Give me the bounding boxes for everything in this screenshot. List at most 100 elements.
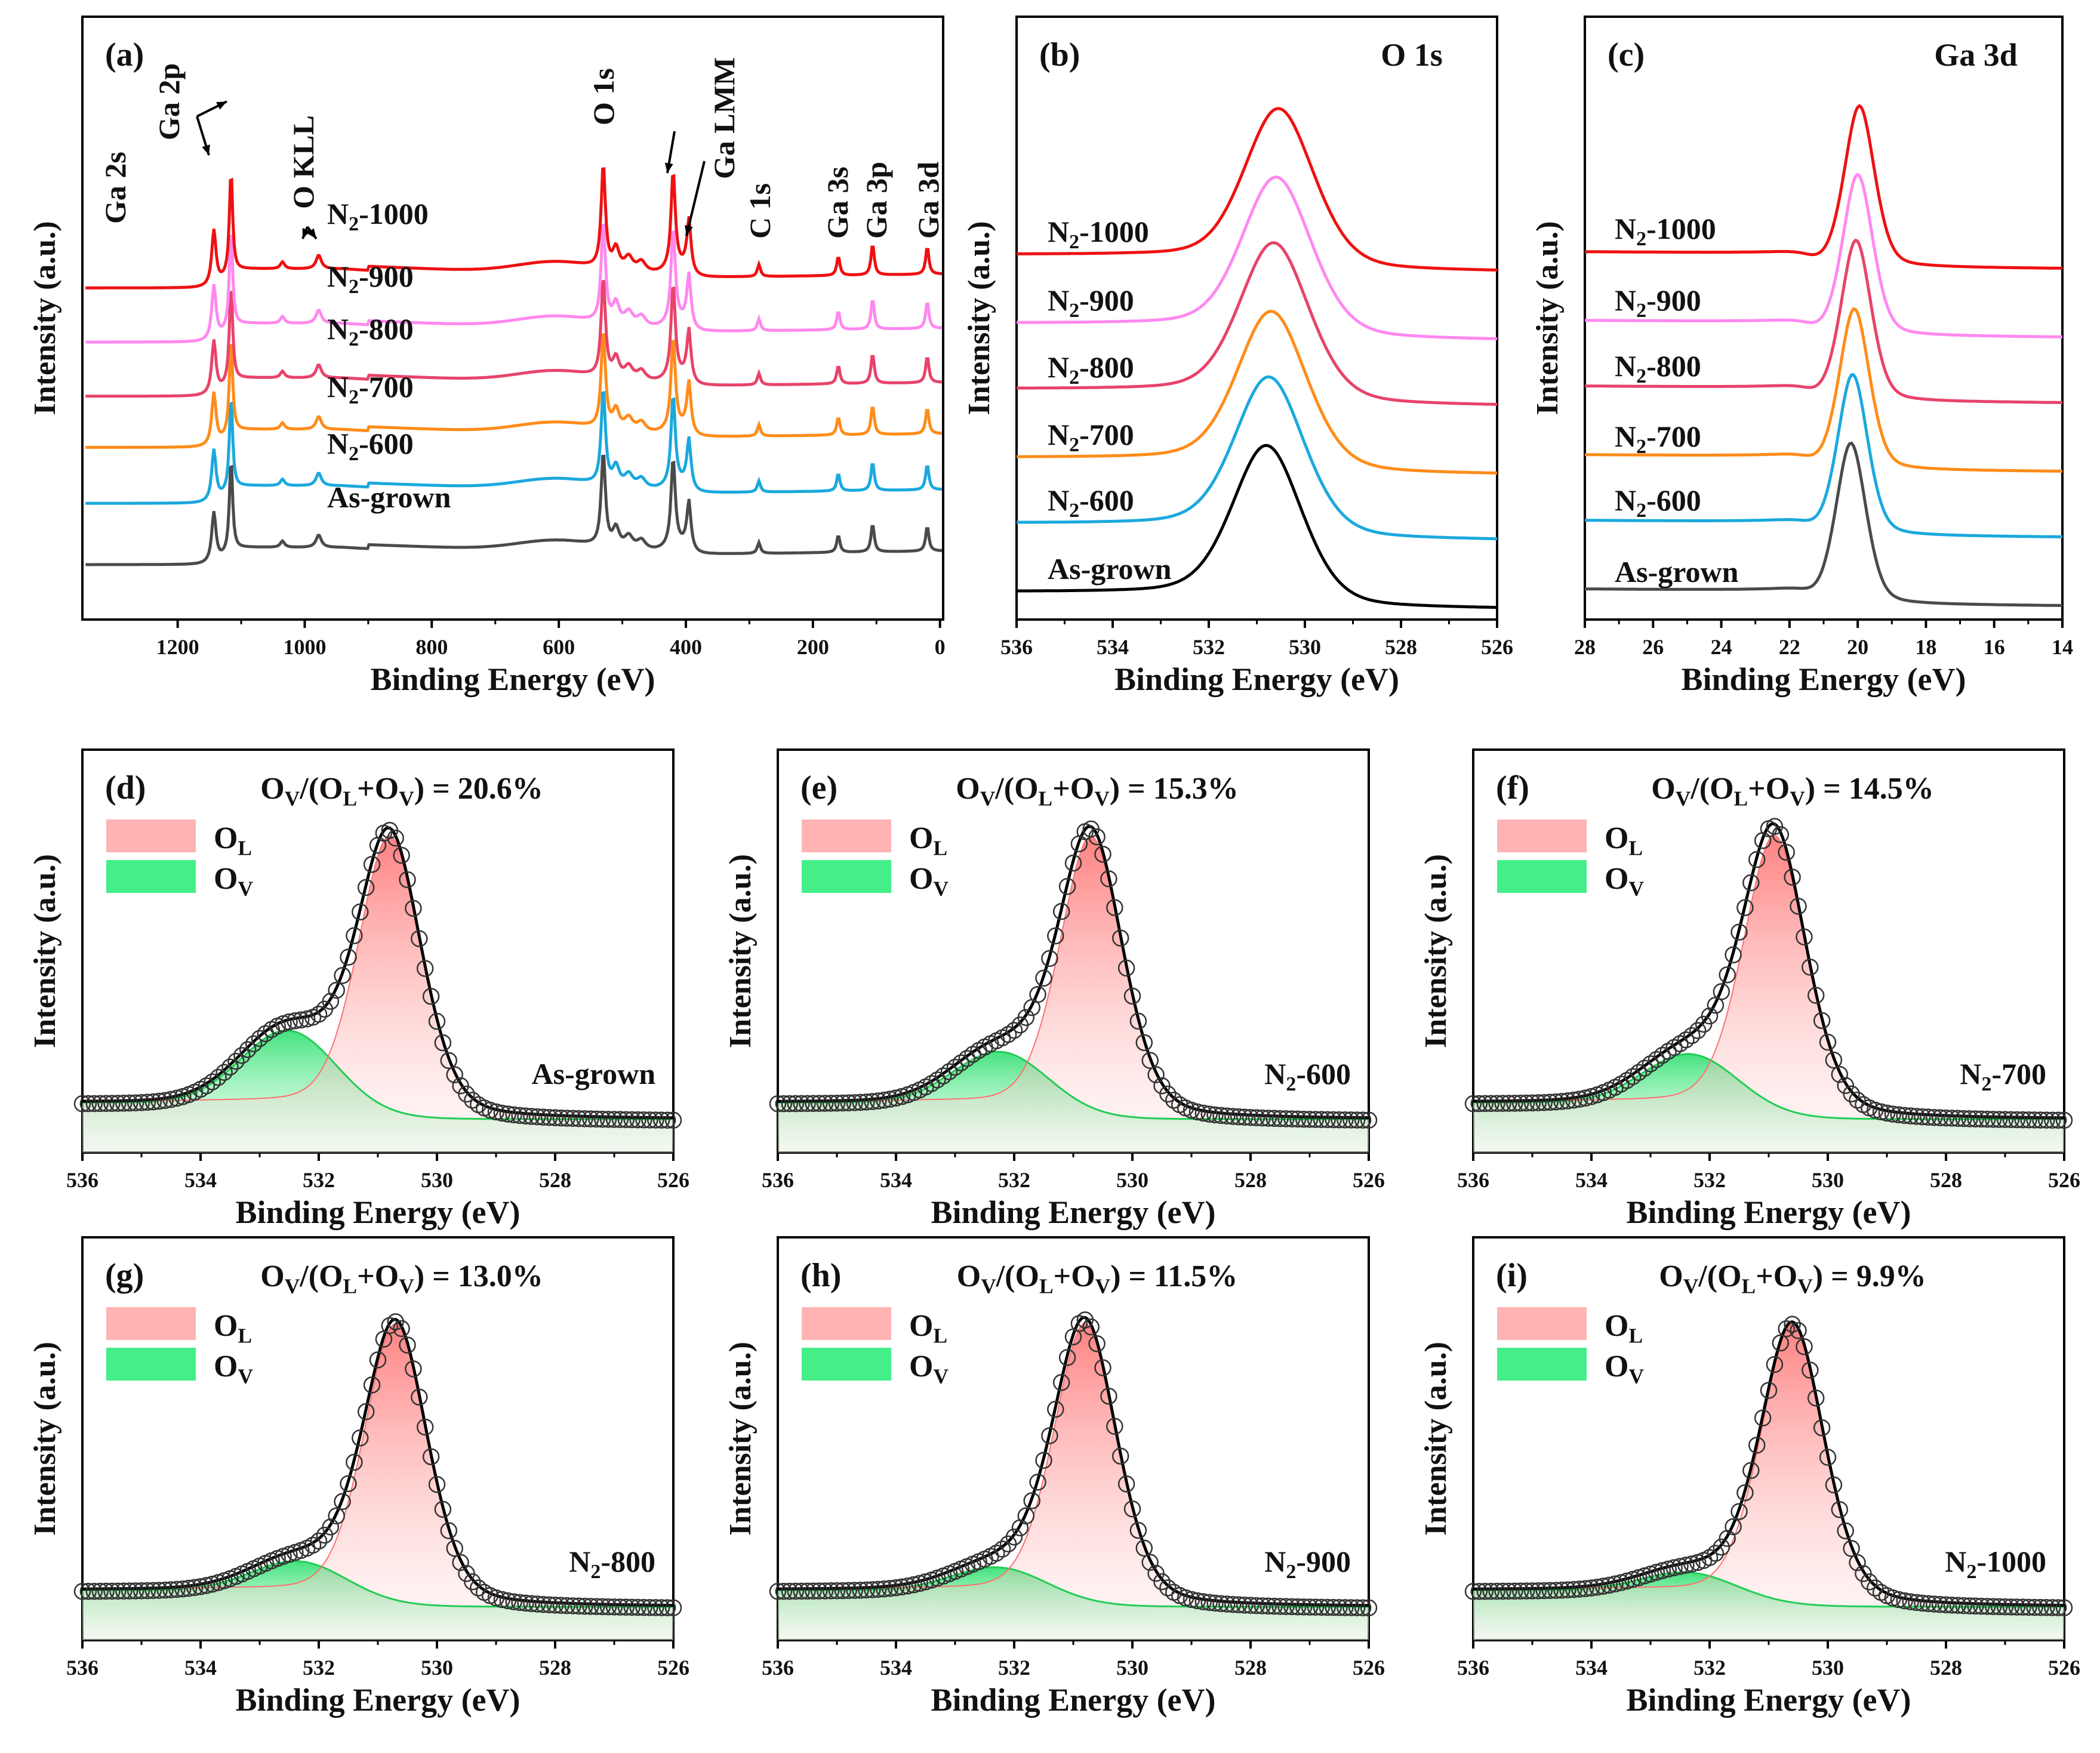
data-point bbox=[304, 1536, 322, 1554]
x-tick-label: 1200 bbox=[156, 635, 199, 659]
data-point bbox=[846, 1582, 863, 1599]
y-axis-label: Intensity (a.u.) bbox=[28, 221, 62, 415]
plot-frame bbox=[1584, 16, 2064, 621]
data-point bbox=[564, 1597, 581, 1615]
data-point bbox=[1135, 1539, 1153, 1557]
data-point bbox=[999, 1025, 1017, 1043]
data-point bbox=[2055, 1599, 2073, 1616]
x-tick-label: 534 bbox=[880, 1168, 912, 1192]
data-point bbox=[834, 1094, 852, 1112]
data-point bbox=[629, 1111, 646, 1129]
data-point bbox=[805, 1582, 822, 1600]
data-point bbox=[1041, 950, 1058, 968]
legend-swatch-ol bbox=[106, 819, 196, 852]
data-point bbox=[1277, 1598, 1295, 1615]
data-point bbox=[1813, 1419, 1831, 1437]
data-point bbox=[647, 1111, 664, 1129]
data-point bbox=[1772, 826, 1790, 843]
data-point bbox=[658, 1599, 676, 1616]
data-point bbox=[97, 1582, 115, 1600]
data-point bbox=[1742, 874, 1760, 892]
data-point bbox=[822, 1582, 840, 1600]
x-tick-label: 530 bbox=[1812, 1656, 1844, 1680]
data-point bbox=[1129, 1521, 1147, 1539]
data-point bbox=[635, 1598, 652, 1616]
x-axis-label: Binding Energy (eV) bbox=[931, 1194, 1215, 1230]
data-point bbox=[1476, 1095, 1494, 1113]
data-point bbox=[103, 1095, 121, 1112]
x-axis-label: Binding Energy (eV) bbox=[235, 1682, 520, 1718]
data-point bbox=[233, 1047, 251, 1064]
data-point bbox=[470, 1579, 487, 1597]
data-point bbox=[1470, 1095, 1488, 1113]
data-point bbox=[1541, 1582, 1559, 1600]
data-point bbox=[127, 1094, 144, 1111]
data-point bbox=[1212, 1595, 1230, 1612]
data-point bbox=[1990, 1598, 2008, 1616]
data-point bbox=[464, 1092, 481, 1109]
data-point bbox=[1188, 1103, 1206, 1121]
series-label: N2-900 bbox=[1048, 284, 1134, 322]
data-point bbox=[588, 1110, 605, 1128]
panel-label: (d) bbox=[105, 769, 146, 806]
data-point bbox=[192, 1578, 210, 1595]
ratio-title: OV/(OL+OV) = 9.9% bbox=[1659, 1259, 1926, 1298]
data-point bbox=[564, 1110, 581, 1127]
data-point bbox=[1535, 1582, 1553, 1600]
data-point bbox=[1725, 1518, 1742, 1536]
data-point bbox=[599, 1111, 617, 1128]
x-tick-label: 526 bbox=[2048, 1656, 2080, 1680]
data-point bbox=[440, 1522, 458, 1539]
data-point bbox=[946, 1058, 964, 1076]
ol-fill bbox=[82, 836, 673, 1153]
data-point bbox=[251, 1030, 269, 1048]
data-point bbox=[411, 930, 428, 947]
data-point bbox=[121, 1582, 138, 1600]
data-point bbox=[1476, 1582, 1494, 1600]
panel-label: (i) bbox=[1496, 1257, 1528, 1294]
sample-label: N2-1000 bbox=[1945, 1545, 2046, 1583]
data-point bbox=[204, 1073, 221, 1090]
data-point bbox=[1494, 1582, 1511, 1600]
data-point bbox=[2026, 1598, 2043, 1616]
data-point bbox=[534, 1108, 552, 1126]
ol-fill bbox=[1473, 1324, 2064, 1640]
data-point bbox=[103, 1582, 121, 1600]
x-tick-label: 536 bbox=[66, 1168, 98, 1192]
data-point bbox=[1890, 1591, 1908, 1609]
y-axis-label: Intensity (a.u.) bbox=[1531, 221, 1565, 415]
data-point bbox=[1920, 1108, 1937, 1126]
data-point bbox=[346, 1453, 363, 1471]
data-point bbox=[1100, 1387, 1117, 1405]
data-point bbox=[1023, 1492, 1040, 1509]
x-axis-label: Binding Energy (eV) bbox=[235, 1194, 520, 1230]
series-label: N2-600 bbox=[327, 427, 414, 465]
data-point bbox=[1576, 1580, 1594, 1597]
data-point bbox=[464, 1573, 481, 1591]
data-point bbox=[1331, 1111, 1348, 1129]
data-point bbox=[1342, 1111, 1360, 1129]
data-point bbox=[1047, 1400, 1064, 1418]
panel-label: (b) bbox=[1039, 36, 1080, 73]
data-point bbox=[2043, 1111, 2061, 1129]
data-point bbox=[1553, 1581, 1571, 1599]
data-point bbox=[629, 1598, 646, 1616]
data-point bbox=[1949, 1110, 1967, 1127]
data-point bbox=[1342, 1599, 1360, 1616]
series-label: N2-900 bbox=[327, 260, 414, 298]
data-point bbox=[1707, 1545, 1725, 1562]
legend-label-ov: OV bbox=[1605, 862, 1644, 900]
data-point bbox=[664, 1599, 682, 1616]
data-point bbox=[1790, 898, 1807, 915]
data-point bbox=[864, 1581, 881, 1598]
data-point bbox=[1147, 1066, 1165, 1083]
data-point bbox=[198, 1077, 215, 1095]
data-point bbox=[523, 1595, 540, 1612]
data-point bbox=[1230, 1596, 1248, 1613]
x-tick-label: 528 bbox=[1930, 1168, 1962, 1192]
data-point bbox=[864, 1093, 881, 1110]
data-point bbox=[1123, 1500, 1141, 1518]
data-point bbox=[899, 1577, 917, 1595]
data-point bbox=[1937, 1596, 1955, 1613]
data-point bbox=[1183, 1591, 1200, 1609]
